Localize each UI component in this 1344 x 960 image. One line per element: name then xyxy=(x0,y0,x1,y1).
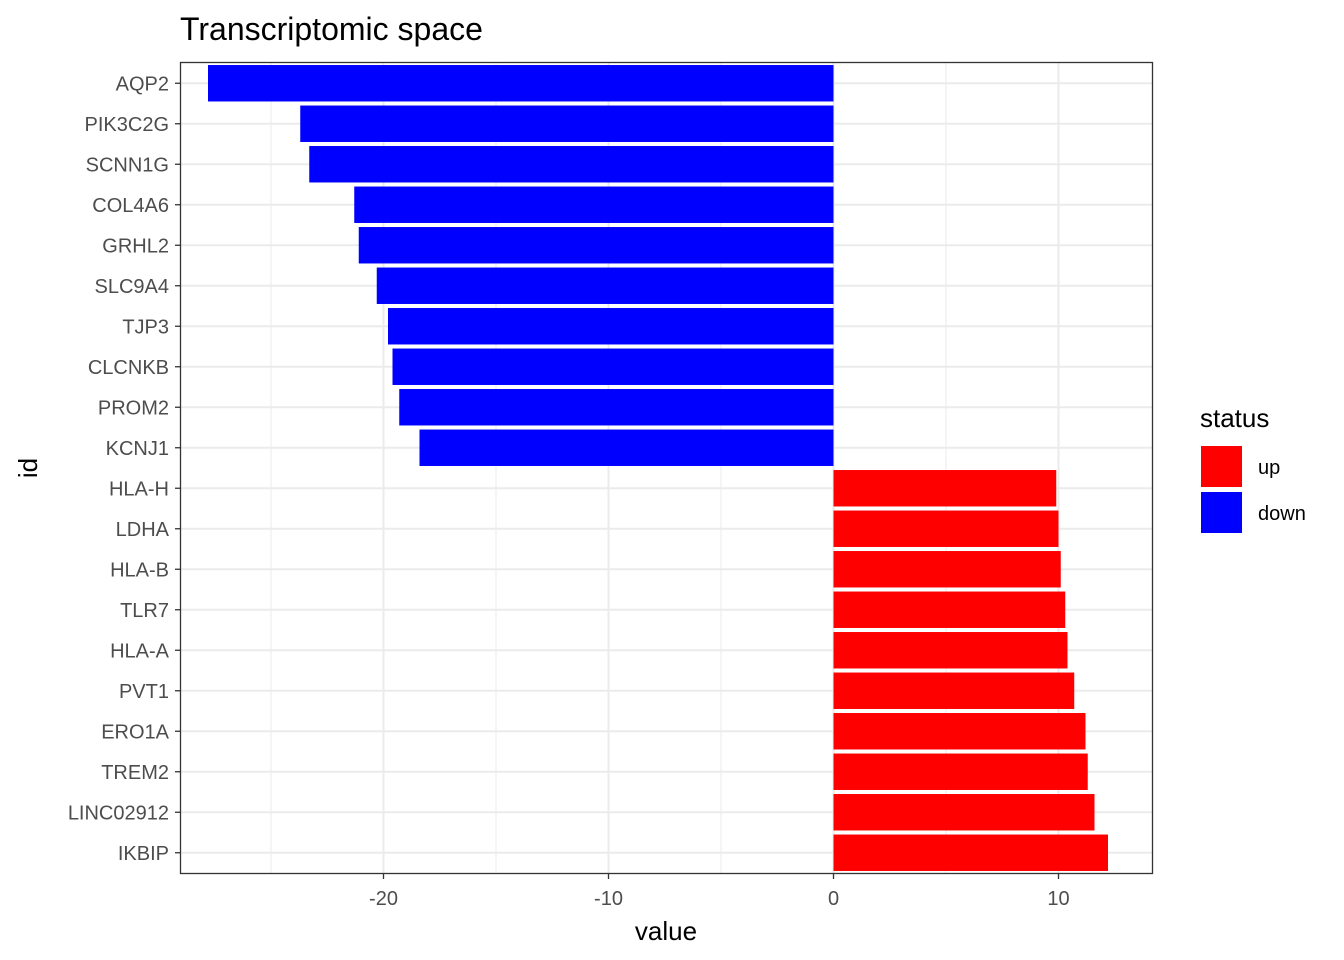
y-tick-label: KCNJ1 xyxy=(106,438,169,460)
bar-prom2 xyxy=(399,389,834,426)
y-tick-label: HLA-A xyxy=(110,640,170,662)
y-tick-label: PIK3C2G xyxy=(85,114,169,136)
bar-ero1a xyxy=(833,713,1086,750)
x-axis-title: value xyxy=(635,916,697,946)
bar-pik3c2g xyxy=(300,105,834,142)
bar-hla-b xyxy=(833,551,1061,588)
y-tick-label: HLA-H xyxy=(109,478,169,500)
bar-linc02912 xyxy=(833,794,1095,831)
y-tick-label: TJP3 xyxy=(122,316,169,338)
bar-pvt1 xyxy=(833,672,1075,709)
y-tick-label: IKBIP xyxy=(118,843,169,865)
bar-tlr7 xyxy=(833,591,1066,628)
bar-ldha xyxy=(833,510,1059,547)
y-axis-title: id xyxy=(13,458,43,478)
x-tick-label: -20 xyxy=(369,888,398,910)
x-tick-label: 0 xyxy=(828,888,839,910)
x-tick-label: -10 xyxy=(594,888,623,910)
legend-label-up: up xyxy=(1258,457,1280,479)
bar-ikbip xyxy=(833,834,1108,871)
y-tick-label: HLA-B xyxy=(110,559,169,581)
bar-scnn1g xyxy=(309,146,834,183)
y-tick-label: TREM2 xyxy=(101,762,169,784)
bar-tjp3 xyxy=(388,308,834,345)
bar-hla-h xyxy=(833,470,1057,507)
y-tick-label: PROM2 xyxy=(98,397,169,419)
y-tick-label: COL4A6 xyxy=(92,195,169,217)
y-tick-label: LDHA xyxy=(116,519,170,541)
bar-clcnkb xyxy=(392,348,834,385)
legend-label-down: down xyxy=(1258,503,1306,525)
x-tick-label: 10 xyxy=(1047,888,1069,910)
bar-slc9a4 xyxy=(376,267,834,304)
y-tick-label: LINC02912 xyxy=(68,802,169,824)
bar-hla-a xyxy=(833,632,1068,669)
y-tick-label: ERO1A xyxy=(101,721,169,743)
grid-major xyxy=(181,63,1153,873)
chart-title: Transcriptomic space xyxy=(180,11,483,47)
bar-kcnj1 xyxy=(419,429,834,466)
bar-aqp2 xyxy=(208,65,834,102)
legend: status up down xyxy=(1200,403,1306,533)
panel-border xyxy=(179,61,1154,875)
y-axis: AQP2 PIK3C2G SCNN1G COL4A6 GRHL2 SLC9A4 TJP3 CL… xyxy=(68,73,181,865)
bar-col4a6 xyxy=(354,186,834,223)
legend-title: status xyxy=(1200,403,1269,433)
x-axis: -20 -10 0 10 xyxy=(369,873,1070,910)
bar-grhl2 xyxy=(358,227,834,264)
y-tick-label: GRHL2 xyxy=(102,235,169,257)
bar-trem2 xyxy=(833,753,1088,790)
legend-key-down xyxy=(1201,492,1242,533)
y-tick-label: TLR7 xyxy=(120,600,169,622)
y-tick-label: SCNN1G xyxy=(86,154,169,176)
y-tick-label: SLC9A4 xyxy=(95,276,170,298)
bars xyxy=(208,65,1108,871)
legend-key-up xyxy=(1201,446,1242,487)
y-tick-label: AQP2 xyxy=(116,73,169,95)
y-tick-label: CLCNKB xyxy=(88,357,169,379)
y-tick-label: PVT1 xyxy=(119,681,169,703)
